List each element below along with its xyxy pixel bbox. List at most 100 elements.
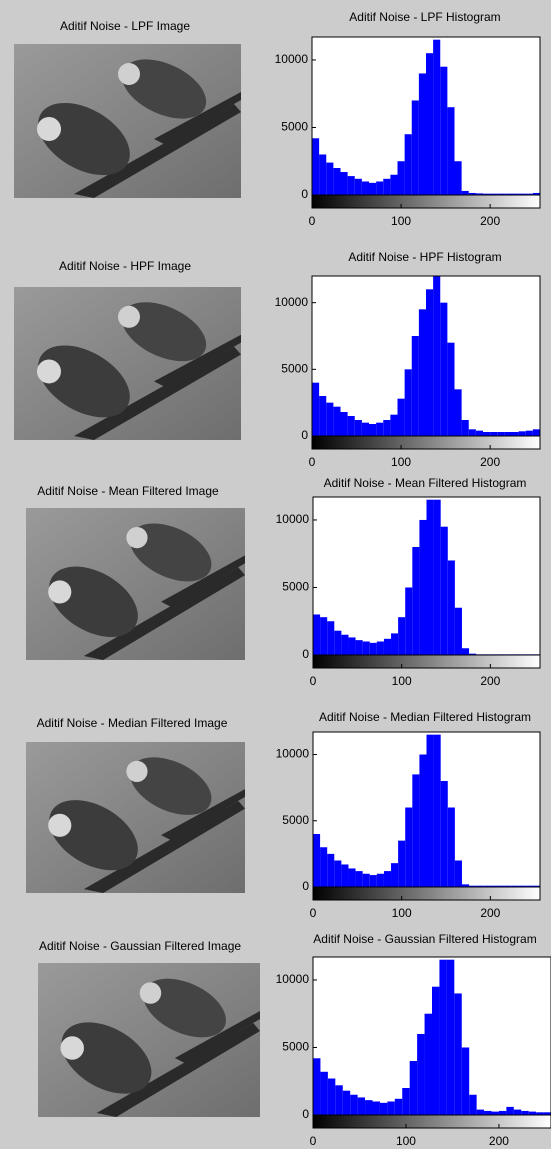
image (14, 44, 241, 198)
x-tick-label: 100 (392, 674, 412, 688)
image-title: Aditif Noise - Gaussian Filtered Image (39, 939, 241, 953)
y-tick-label: 5000 (281, 120, 308, 134)
bar (384, 871, 391, 887)
y-tick-label: 5000 (282, 580, 309, 594)
bar (447, 960, 454, 1115)
y-tick-label: 5000 (281, 362, 308, 376)
x-tick-label: 100 (391, 214, 411, 228)
x-tick-label: 100 (396, 1134, 416, 1148)
helmet (37, 117, 61, 141)
chart-title: Aditif Noise - Mean Filtered Histogram (324, 476, 527, 490)
x-tick-label: 0 (310, 674, 317, 688)
bar (370, 875, 377, 887)
bar (533, 429, 540, 436)
bar (526, 431, 533, 436)
x-tick-label: 200 (480, 455, 500, 469)
bar (419, 755, 426, 887)
x-tick-label: 100 (392, 906, 412, 920)
bar (313, 1058, 320, 1115)
bar (356, 871, 363, 887)
bar (454, 993, 461, 1115)
helmet (126, 761, 147, 782)
bar (462, 648, 469, 655)
y-tick-label: 5000 (282, 813, 309, 827)
bar (327, 621, 334, 655)
x-tick-label: 200 (489, 1134, 509, 1148)
bar (383, 179, 390, 195)
x-tick-label: 100 (391, 455, 411, 469)
bar (369, 424, 376, 436)
bar (497, 432, 504, 436)
bar (319, 396, 326, 436)
bar (441, 527, 448, 655)
bar (440, 67, 447, 195)
bar (363, 641, 370, 655)
bar (341, 412, 348, 436)
y-tick-label: 10000 (276, 512, 310, 526)
colorbar (312, 195, 540, 208)
helmet (118, 63, 140, 85)
bar (417, 1034, 424, 1115)
bar (412, 547, 419, 655)
bar (327, 854, 334, 887)
helmet (126, 527, 147, 548)
chart-title: Aditif Noise - Median Filtered Histogram (319, 710, 531, 724)
bar (391, 633, 398, 655)
bar (529, 1112, 536, 1115)
bar (441, 781, 448, 887)
y-tick-label: 5000 (282, 1040, 309, 1054)
y-tick-label: 0 (301, 187, 308, 201)
bar (499, 1111, 506, 1115)
chart-title: Aditif Noise - HPF Histogram (348, 250, 501, 264)
bar (348, 416, 355, 436)
bar (521, 1111, 528, 1115)
bar (373, 1101, 380, 1115)
colorbar (312, 436, 540, 449)
x-tick-label: 0 (309, 214, 316, 228)
helmet (118, 306, 140, 328)
image (26, 508, 245, 660)
bar (419, 73, 426, 195)
bar (343, 1091, 350, 1115)
y-tick-label: 0 (302, 879, 309, 893)
bar (320, 847, 327, 887)
bar (326, 403, 333, 436)
bar (363, 874, 370, 887)
bar (426, 289, 433, 436)
bar (319, 154, 326, 195)
bar (448, 560, 455, 655)
bar (405, 808, 412, 887)
bar (476, 431, 483, 436)
bar (362, 181, 369, 195)
bar (335, 1085, 342, 1115)
bar (484, 1111, 491, 1115)
y-tick-label: 0 (301, 428, 308, 442)
bar (432, 987, 439, 1115)
bar (455, 608, 462, 655)
bar (391, 863, 398, 887)
bar (412, 100, 419, 195)
bar (312, 383, 319, 436)
bar (377, 641, 384, 655)
y-tick-label: 0 (302, 1107, 309, 1121)
bar (405, 134, 412, 195)
bar (402, 1088, 409, 1115)
bar (455, 389, 462, 436)
colorbar (313, 1115, 551, 1128)
bar (398, 617, 405, 655)
bar (369, 183, 376, 195)
bar (376, 181, 383, 195)
x-tick-label: 200 (480, 674, 500, 688)
bar (358, 1097, 365, 1115)
bar (356, 640, 363, 655)
bar (469, 429, 476, 436)
image-title: Aditif Noise - HPF Image (59, 259, 191, 273)
helmet (37, 359, 61, 383)
image (26, 742, 245, 893)
bar (462, 191, 469, 195)
bar (341, 864, 348, 887)
chart-title: Aditif Noise - LPF Histogram (349, 10, 500, 24)
bar (405, 369, 412, 436)
bar (333, 168, 340, 195)
bar (477, 1110, 484, 1115)
